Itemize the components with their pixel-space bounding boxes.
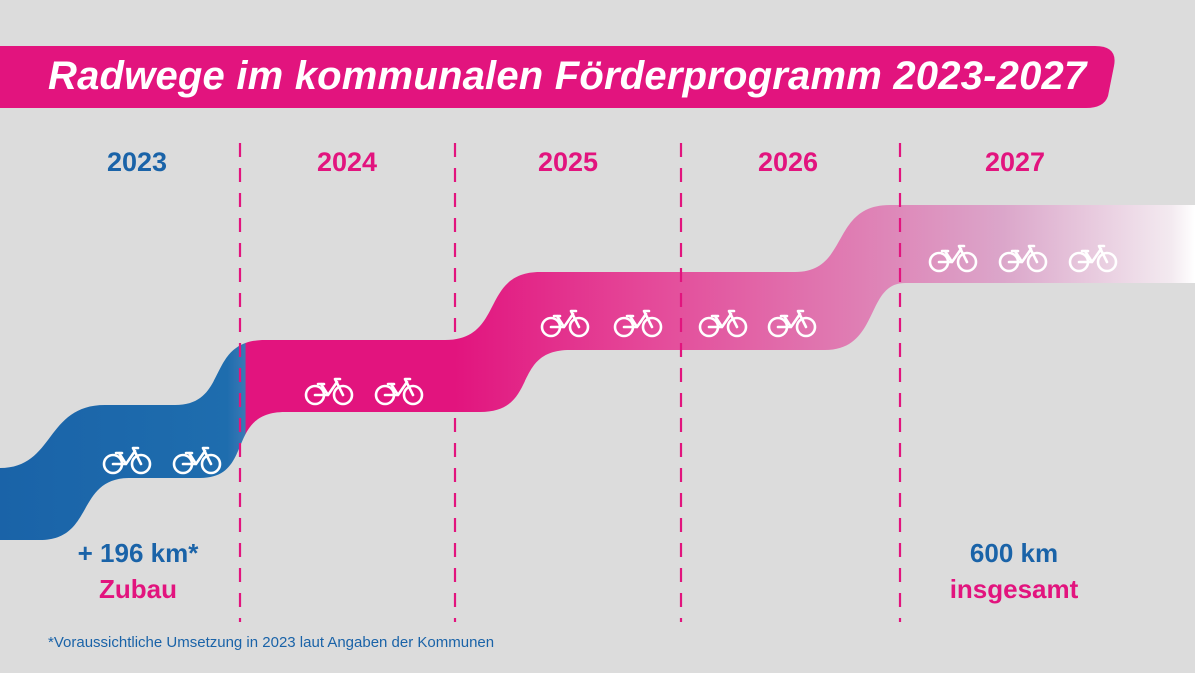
- footnote: *Voraussichtliche Umsetzung in 2023 laut…: [48, 634, 495, 651]
- page-title: Radwege im kommunalen Förderprogramm 202…: [48, 54, 1087, 98]
- title-banner: [0, 46, 1115, 108]
- year-dividers: [238, 143, 902, 622]
- year-label-2024: 2024: [316, 147, 378, 177]
- year-label-2027: 2027: [984, 147, 1046, 177]
- added-km-caption: Zubau: [99, 574, 177, 604]
- year-label-2023: 2023: [106, 147, 168, 177]
- added-km-value: + 196 km*: [77, 538, 199, 568]
- year-label-2026: 2026: [757, 147, 819, 177]
- title-banner-shape: [0, 46, 1115, 108]
- year-label-2025: 2025: [537, 147, 599, 177]
- total-km-caption: insgesamt: [949, 574, 1079, 604]
- total-km-value: 600 km: [969, 538, 1059, 568]
